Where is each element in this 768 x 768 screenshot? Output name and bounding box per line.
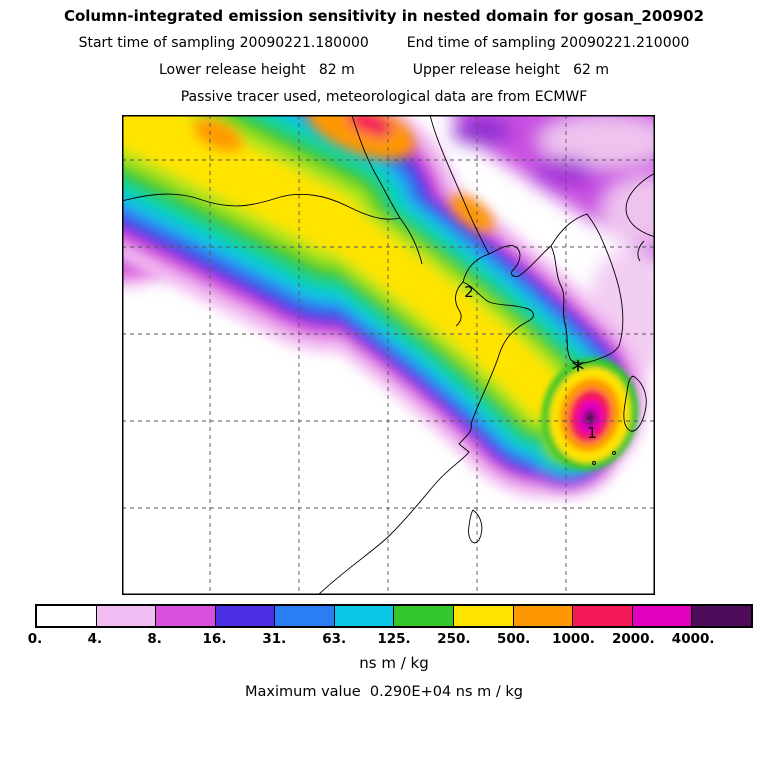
low-sensitivity-field (452, 115, 655, 381)
end-time-label: End time of sampling 20090221.210000 (406, 35, 690, 51)
start-time-label: Start time of sampling 20090221.180000 (78, 35, 369, 51)
colorbar-cell (394, 606, 455, 626)
receptor-hotspot (541, 357, 639, 471)
colorbar-cell (96, 606, 157, 626)
map-plot: 2 1 * (122, 115, 655, 595)
marker-point-2: 2 (464, 283, 474, 301)
colorbar-tick: 16. (202, 631, 227, 647)
colorbar-cell (513, 606, 574, 626)
colorbar-tick: 1000. (552, 631, 595, 647)
high-sensitivity-patches (193, 115, 494, 232)
colorbar-tick: 4. (87, 631, 103, 647)
map-panel: 2 1 * (122, 115, 655, 595)
release-heights-row: Lower release height 82 m Upper release … (0, 62, 768, 78)
colorbar-cell (334, 606, 395, 626)
receptor-star-icon: * (572, 356, 585, 386)
map-border (122, 115, 655, 595)
colorbar-tick: 2000. (611, 631, 655, 647)
colorbar-tick: 8. (147, 631, 162, 647)
colorbar-tick: 125. (377, 631, 411, 647)
small-island (592, 461, 596, 465)
colorbar-cell (275, 606, 335, 626)
colorbar-cell (156, 606, 216, 626)
taiwan-coastline (468, 509, 483, 544)
colorbar-tick: 0. (27, 631, 43, 647)
colorbar-cell (692, 606, 751, 626)
colorbar-tick: 63. (322, 631, 347, 647)
inland-borders (122, 115, 490, 265)
tracer-note: Passive tracer used, meteorological data… (180, 89, 588, 105)
page-title: Column-integrated emission sensitivity i… (63, 7, 705, 25)
upper-release-label: Upper release height 62 m (412, 62, 609, 78)
colorbar-cell (37, 606, 97, 626)
lat-lon-grid (122, 115, 655, 595)
colorbar-cell (632, 606, 693, 626)
colorbar-ticks: 0. 4. 8. 16. 31. 63. 125. 250. 500. 1000. 2000. 400… (28, 631, 753, 649)
colorbar-tick: 500. (497, 631, 531, 647)
lower-release-label: Lower release height 82 m (159, 62, 355, 78)
colorbar-cell (454, 606, 514, 626)
colorbar-tick: 4000. (671, 631, 715, 647)
coastlines (122, 115, 655, 595)
sampling-times-row: Start time of sampling 20090221.180000 E… (0, 35, 768, 51)
max-value-label: Maximum value 0.290E+04 ns m / kg (245, 684, 523, 700)
honshu-coastline (625, 172, 655, 262)
colorbar-cell (573, 606, 633, 626)
emission-sensitivity-plume (122, 115, 648, 499)
colorbar (35, 604, 753, 628)
kyushu-coastline (623, 375, 647, 432)
marker-point-1: 1 (587, 424, 597, 442)
small-island (612, 451, 616, 455)
china-korea-coastline (317, 213, 624, 595)
colorbar-tick: 31. (262, 631, 287, 647)
colorbar-units: ns m / kg (359, 654, 429, 672)
colorbar-tick: 250. (437, 631, 471, 647)
colorbar-cell (215, 606, 276, 626)
